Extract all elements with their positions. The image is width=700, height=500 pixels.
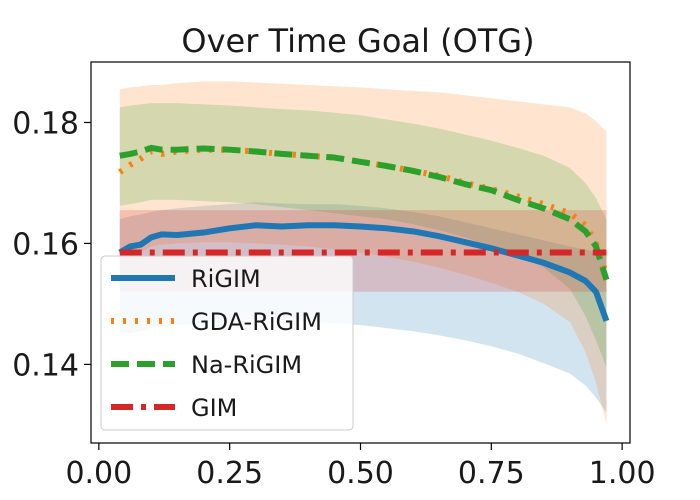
gda-rigim-band bbox=[119, 81, 607, 425]
legend-label-rigim: RiGIM bbox=[191, 265, 261, 293]
legend-label-na-rigim: Na-RiGIM bbox=[191, 351, 302, 379]
x-tick-label: 1.00 bbox=[589, 456, 656, 491]
y-tick-label: 0.16 bbox=[12, 227, 79, 262]
axis-ticks: 0.00 0.25 0.50 0.75 1.00 0.14 0.16 0.18 bbox=[12, 106, 655, 491]
y-tick-label: 0.14 bbox=[12, 348, 79, 383]
legend-label-gim: GIM bbox=[191, 394, 237, 422]
x-tick-label: 0.00 bbox=[65, 456, 132, 491]
legend-box bbox=[100, 255, 354, 431]
na-rigim-line bbox=[119, 144, 610, 281]
legend: RiGIM GDA-RiGIM Na-RiGIM GIM bbox=[100, 255, 354, 431]
series-lines bbox=[118, 144, 610, 322]
y-tick-label: 0.18 bbox=[12, 106, 79, 141]
x-tick-label: 0.25 bbox=[196, 456, 263, 491]
x-tick-label: 0.50 bbox=[327, 456, 394, 491]
x-tick-label: 0.75 bbox=[458, 456, 525, 491]
na-rigim-band bbox=[119, 103, 607, 368]
legend-label-gda-rigim: GDA-RiGIM bbox=[191, 308, 322, 336]
rigim-line bbox=[118, 222, 610, 322]
chart-title: Over Time Goal (OTG) bbox=[181, 22, 534, 60]
